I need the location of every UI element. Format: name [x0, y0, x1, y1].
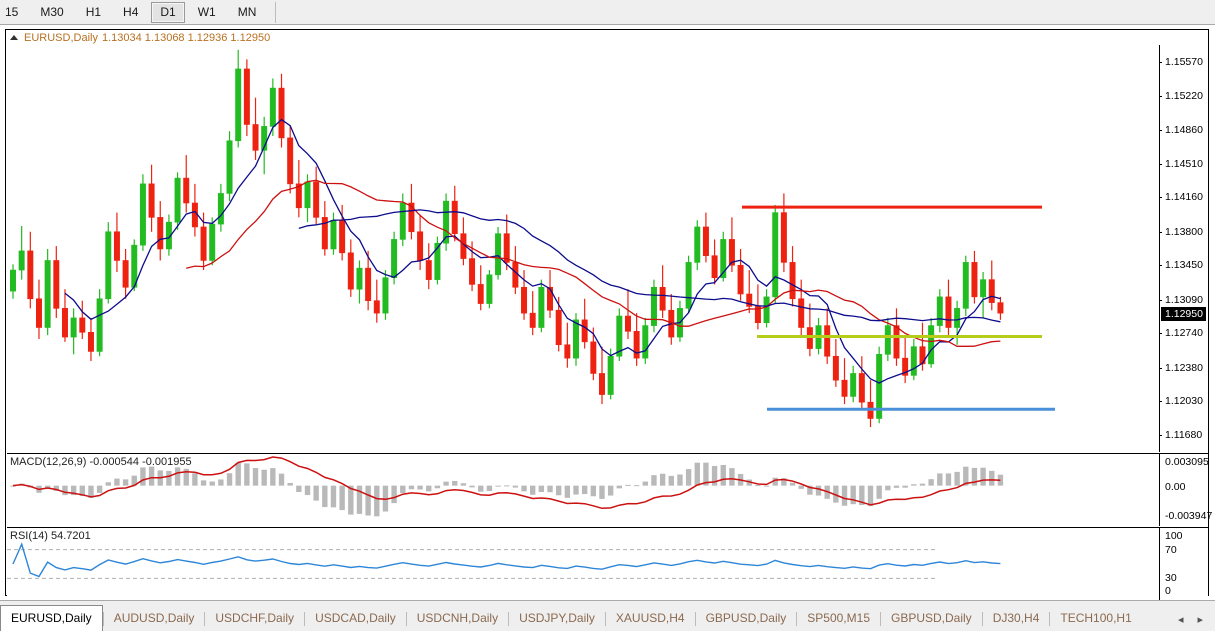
tab-prev-icon[interactable]: ◂ — [1177, 614, 1184, 626]
tab-separator — [102, 612, 104, 626]
chart-tab-xauusd-h4[interactable]: XAUUSD,H4 — [615, 611, 685, 625]
price-chart-svg — [10, 49, 1055, 428]
tab-separator — [508, 612, 510, 626]
rsi-label: RSI(14) 54.7201 — [10, 530, 91, 542]
chart-tab-usdcnh-daily[interactable]: USDCNH,Daily — [416, 611, 499, 625]
current-price-tag: 1.12950 — [1161, 307, 1206, 322]
rsi-axis: 100 70 30 0 — [1159, 527, 1208, 600]
macd-tick-label: 0.00 — [1165, 480, 1186, 493]
rsi-tick-label: 30 — [1165, 572, 1177, 585]
timeframe-button-d1[interactable]: D1 — [151, 1, 185, 23]
chart-tab-tech100-h1[interactable]: TECH100,H1 — [1060, 611, 1132, 625]
chart-tab-dj30-h4[interactable]: DJ30,H4 — [992, 611, 1040, 625]
tab-separator — [604, 612, 606, 626]
tab-separator — [204, 612, 206, 626]
price-axis[interactable]: 1.15570 1.15220 1.14860 1.14510 1.14160 1.138… — [1158, 45, 1208, 452]
chart-window: EURUSD,Daily 1.13034 1.13068 1.12936 1.1… — [0, 29, 1212, 616]
price-tick-label: 1.11680 — [1158, 429, 1202, 441]
price-tick-label: 1.12380 — [1159, 362, 1203, 374]
price-tick-label: 1.15220 — [1159, 90, 1203, 102]
toolbar-divider — [275, 1, 277, 23]
tab-navigation: ◂ ▸ — [1166, 613, 1215, 631]
tab-separator — [880, 612, 881, 626]
tab-next-icon[interactable]: ▸ — [1197, 614, 1203, 626]
chart-tab-usdchf-daily[interactable]: USDCHF,Daily — [215, 611, 295, 625]
timeframe-button-h1[interactable]: H1 — [85, 4, 102, 19]
timeframe-button-mn[interactable]: MN — [237, 4, 257, 19]
price-chart-plot[interactable] — [7, 45, 1159, 452]
collapse-triangle-icon[interactable] — [10, 35, 18, 40]
chart-header: EURUSD,Daily 1.13034 1.13068 1.12936 1.1… — [6, 30, 1208, 45]
chart-tab-sp500-m15[interactable]: SP500,M15 — [807, 611, 870, 625]
price-tick-label: 1.14510 — [1159, 158, 1203, 170]
tab-separator — [1049, 612, 1051, 626]
timeframe-button-group: 15 M30 H1 H4 D1 W1 MN — [0, 0, 267, 25]
price-tick-label: 1.13450 — [1159, 259, 1203, 271]
macd-tick-label: 0.003095 — [1165, 456, 1209, 468]
timeframe-button-m30[interactable]: M30 — [40, 4, 64, 19]
timeframe-button-h4[interactable]: H4 — [123, 4, 139, 19]
rsi-subwindow[interactable]: RSI(14) 54.7201 — [7, 527, 1159, 600]
macd-subwindow[interactable]: MACD(12,26,9) -0.000544 -0.001955 — [7, 453, 1159, 526]
timeframe-toolbar: 15 M30 H1 H4 D1 W1 MN — [0, 0, 1215, 25]
chart-tab-usdcad-daily[interactable]: USDCAD,Daily — [315, 611, 396, 625]
macd-axis: 0.003095 0.00 -0.003947 — [1159, 453, 1212, 526]
tab-separator — [304, 612, 306, 626]
price-tick-label: 1.12030 — [1159, 395, 1203, 407]
tab-separator — [694, 612, 696, 626]
chart-tab-bar: EURUSD,Daily AUDUSD,Daily USDCHF,Daily USDC… — [0, 600, 1215, 631]
chart-tab-usdjpy-daily[interactable]: USDJPY,Daily — [519, 611, 595, 625]
price-tick-label: 1.14160 — [1159, 191, 1203, 203]
macd-label: MACD(12,26,9) -0.000544 -0.001955 — [10, 456, 192, 468]
rsi-tick-label: 0 — [1165, 585, 1171, 597]
chart-tab-gbpusd-daily[interactable]: GBPUSD,Daily — [705, 611, 787, 625]
price-tick-label: 1.13090 — [1159, 294, 1203, 306]
rsi-tick-label: 70 — [1165, 543, 1177, 556]
tab-separator — [405, 612, 407, 626]
price-tick-label: 1.15570 — [1159, 56, 1203, 68]
chart-tab-eurusd-daily[interactable]: EURUSD,Daily — [0, 605, 103, 631]
tab-separator — [796, 612, 798, 626]
chart-tab-audusd-daily[interactable]: AUDUSD,Daily — [113, 611, 195, 625]
price-tick-label: 1.14860 — [1159, 124, 1203, 136]
rsi-tick-label: 100 — [1165, 530, 1183, 542]
tab-separator — [981, 612, 983, 626]
rsi-chart-svg — [7, 542, 1001, 579]
toolbar-empty-area — [276, 0, 1215, 25]
price-tick-label: 1.13800 — [1159, 226, 1203, 238]
chart-tabs-container: EURUSD,Daily AUDUSD,Daily USDCHF,Daily USDC… — [0, 605, 1142, 631]
chart-ohlc-values: 1.13034 1.13068 1.12936 1.12950 — [101, 31, 271, 44]
chart-symbol-label: EURUSD,Daily — [24, 31, 98, 44]
price-tick-label: 1.12740 — [1159, 327, 1203, 339]
macd-tick-label: -0.003947 — [1165, 510, 1213, 522]
macd-chart-svg — [10, 456, 1004, 517]
chart-tab-gbpusd-daily[interactable]: GBPUSD,Daily — [891, 611, 972, 625]
timeframe-button-15[interactable]: 15 — [5, 4, 19, 19]
timeframe-button-w1[interactable]: W1 — [197, 4, 216, 19]
